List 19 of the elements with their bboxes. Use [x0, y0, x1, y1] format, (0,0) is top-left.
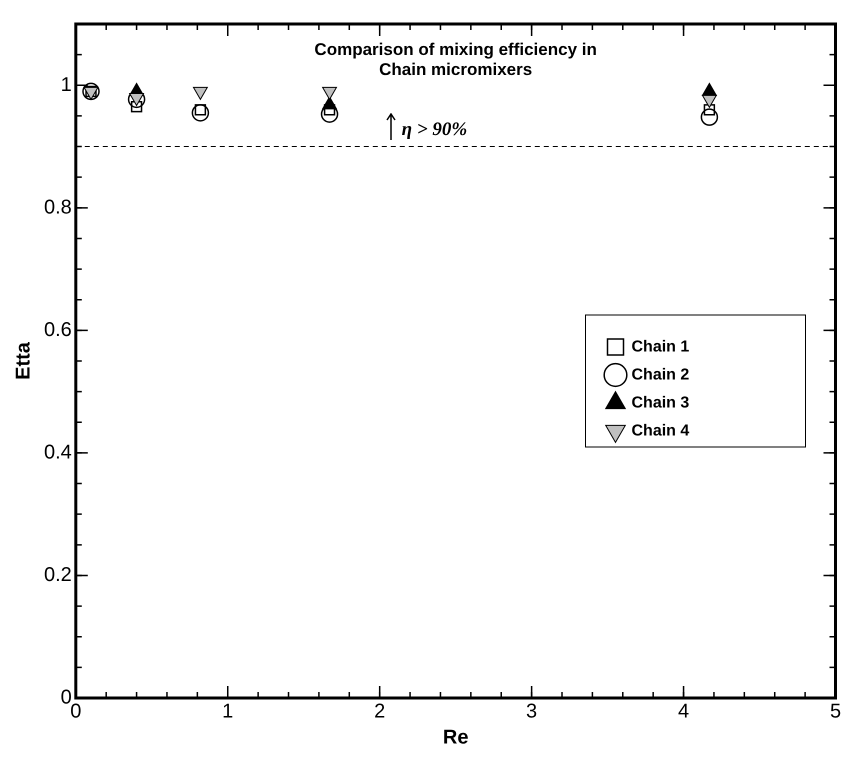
y-tick-label: 1	[60, 74, 72, 96]
y-axis-title: Etta	[12, 341, 35, 380]
legend-label: Chain 3	[632, 394, 690, 412]
y-tick-label: 0.4	[44, 441, 72, 464]
x-tick-label: 3	[526, 700, 538, 723]
annotation: η > 90%	[402, 118, 468, 141]
text: Comparison of mixing efficiency in Chain micromixers	[313, 40, 598, 80]
y-tick-label: 0.6	[44, 318, 72, 341]
legend-label: Chain 4	[632, 422, 690, 440]
x-tick-label: 2	[374, 700, 386, 723]
y-tick-label: 0.2	[44, 564, 72, 586]
x-tick-label: 5	[830, 700, 842, 723]
legend-label: Chain 2	[632, 366, 690, 384]
x-tick-label: 1	[222, 700, 234, 723]
x-axis-title: Re	[442, 726, 468, 749]
x-tick-label: 4	[678, 700, 690, 723]
legend-label: Chain 1	[632, 338, 690, 356]
y-tick-label: 0	[60, 686, 72, 709]
y-tick-label: 0.8	[44, 196, 72, 218]
